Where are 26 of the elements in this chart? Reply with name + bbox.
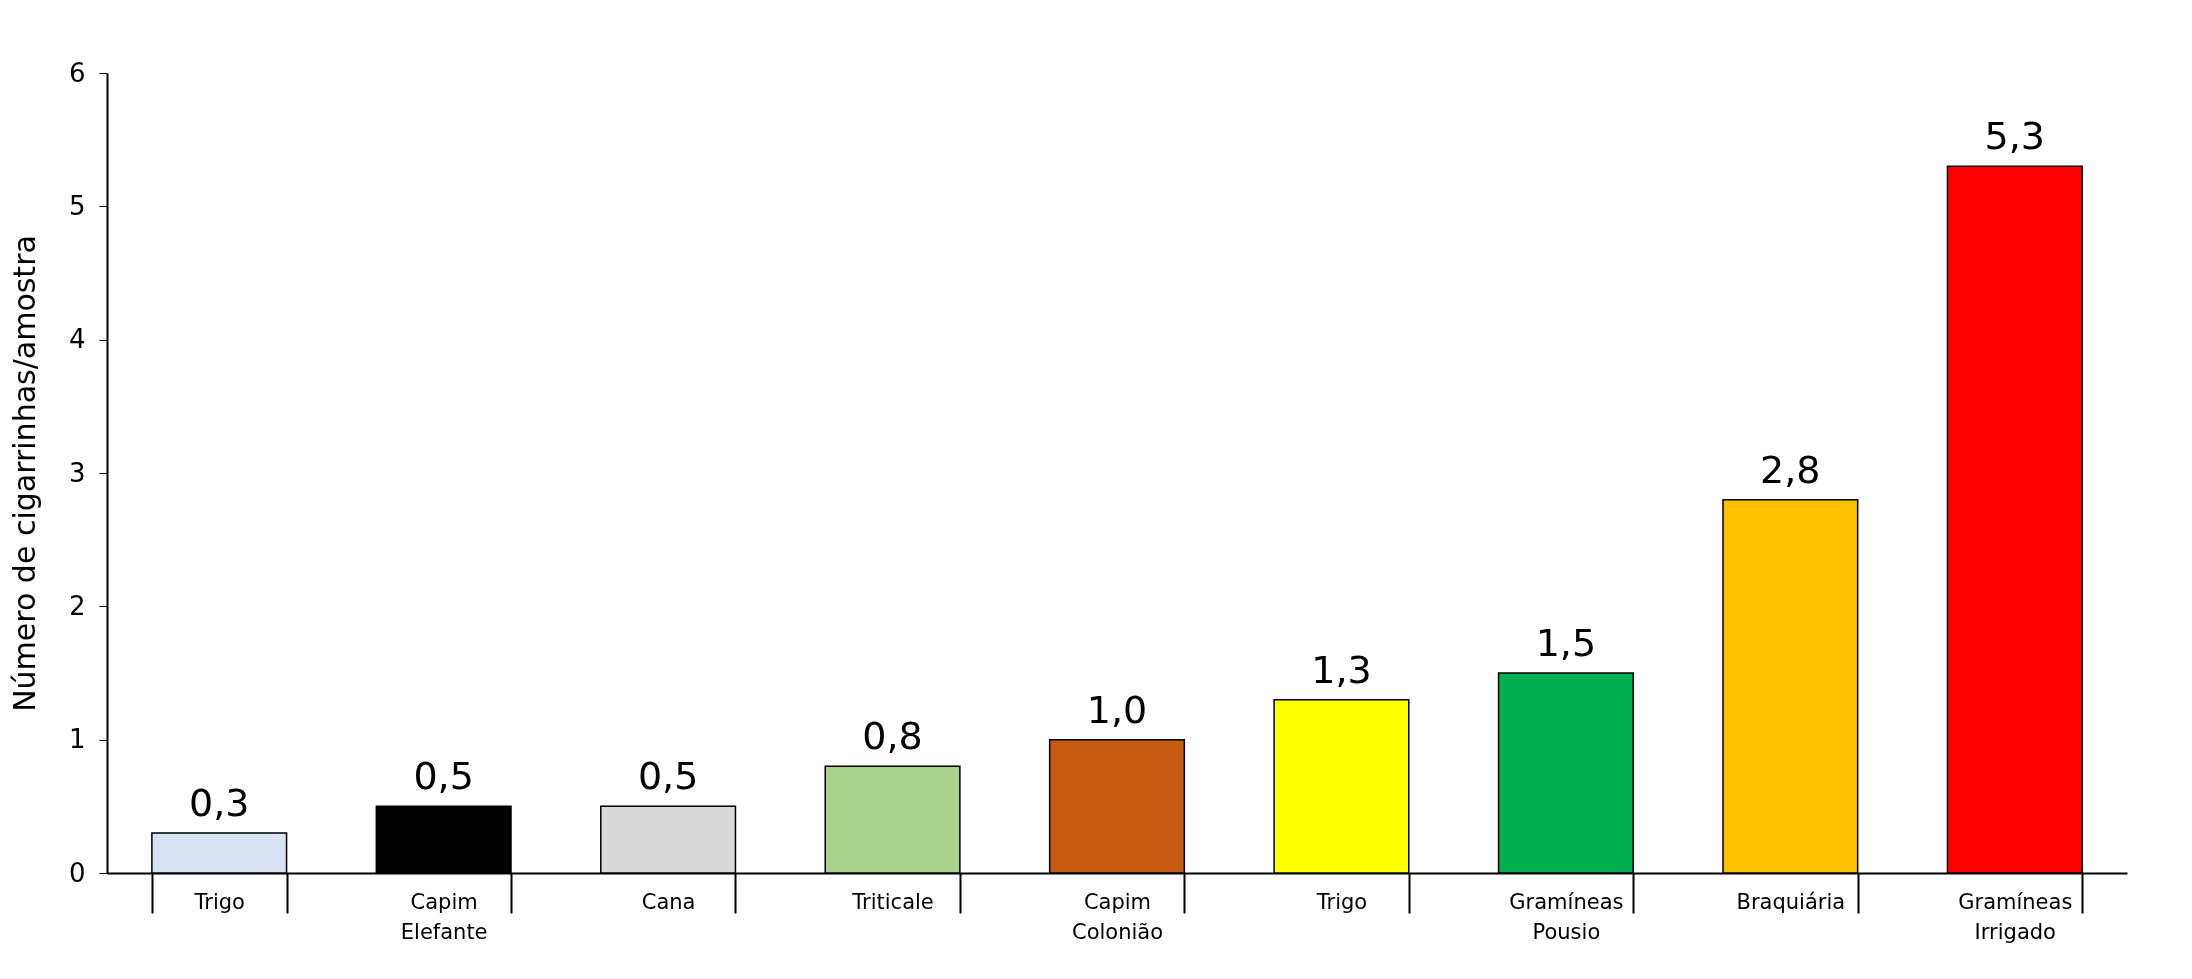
x-tick-label: Trigo	[1315, 889, 1368, 914]
x-tick-label: Gramíneas Irrigado	[1958, 889, 2073, 944]
y-tick-label: 4	[68, 324, 86, 355]
y-tick-label: 2	[68, 590, 86, 621]
x-tick-label: Capim Elefante	[400, 889, 488, 944]
y-tick-label: 5	[68, 190, 86, 221]
x-tick-label: Gramíneas Pousio	[1509, 889, 1624, 944]
data-label: 1,3	[1311, 647, 1372, 692]
data-label: 0,5	[637, 754, 699, 799]
x-tick-label: Cana	[641, 889, 696, 914]
data-label: 0,3	[189, 781, 250, 825]
data-label: 5,3	[1984, 114, 2045, 159]
x-tick-label: Braquiária	[1736, 889, 1846, 914]
y-tick-label: 6	[68, 57, 86, 88]
data-label: 1,5	[1535, 621, 1597, 665]
x-tick-label: Capim Colonião	[1071, 889, 1164, 944]
data-label: 0,5	[413, 754, 474, 799]
y-tick-label: 0	[68, 857, 86, 888]
y-axis-title: Número de cigarrinhas/amostra	[6, 235, 42, 712]
y-tick-label: 1	[68, 724, 86, 755]
data-label: 0,8	[862, 714, 923, 759]
x-tick-label: Trigo	[193, 889, 245, 914]
x-tick-label: Triticale	[851, 889, 934, 914]
data-label: 1,0	[1086, 687, 1148, 732]
y-tick-label: 3	[68, 457, 86, 488]
data-label: 2,8	[1760, 447, 1821, 492]
